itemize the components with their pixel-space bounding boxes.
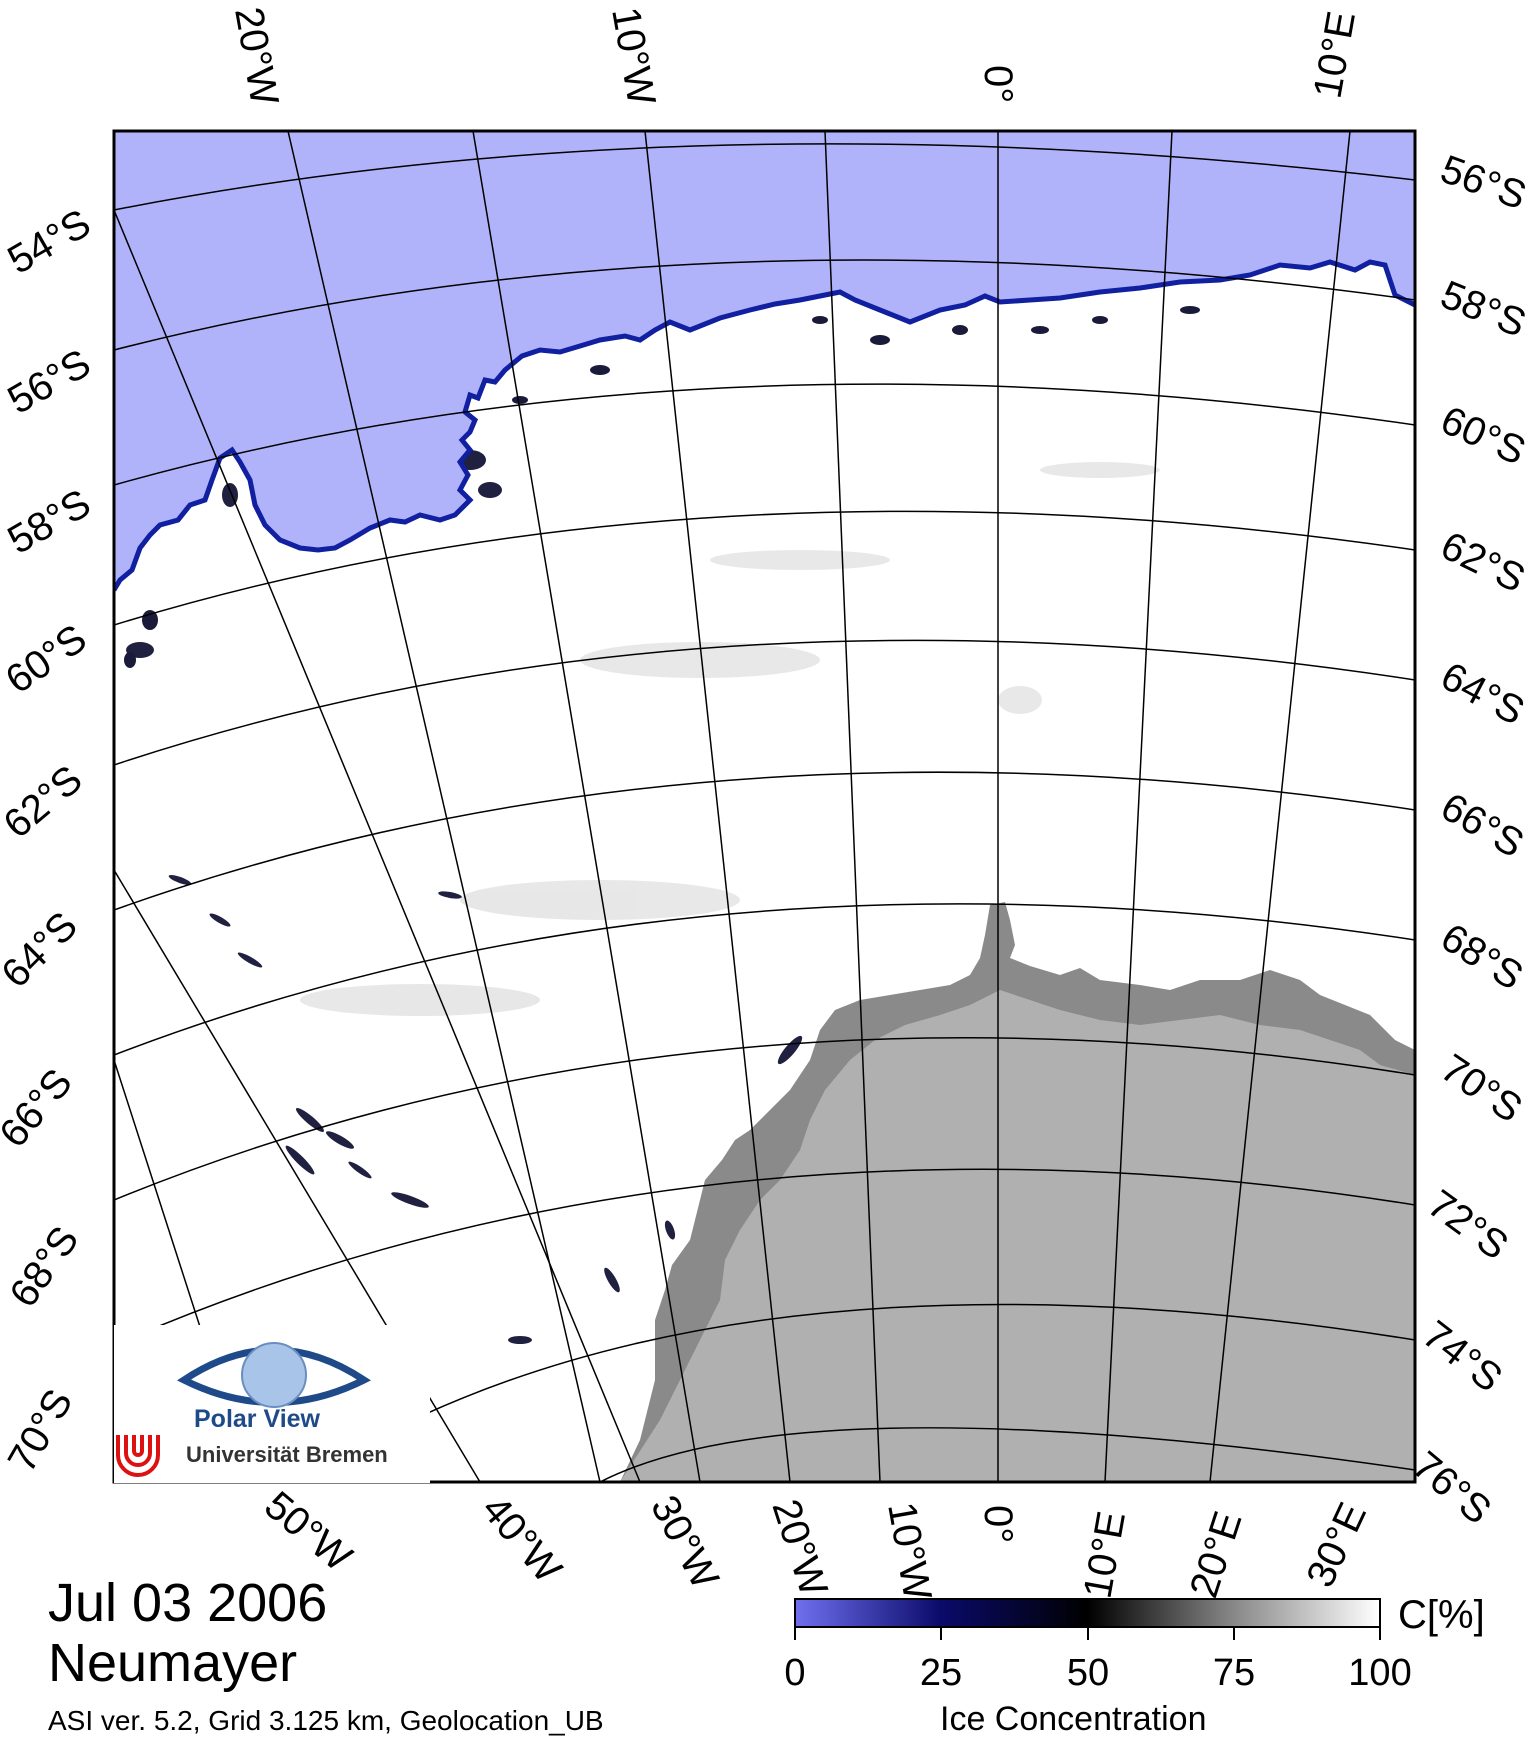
right-lat-label: 72°S <box>1420 1182 1516 1269</box>
bottom-lon-label: 50°W <box>256 1483 360 1580</box>
colorbar-tick-label: 50 <box>1066 1652 1110 1694</box>
ice-edge-line <box>114 259 1415 592</box>
colorbar-ticks <box>794 1627 1381 1640</box>
logo-graphics <box>116 1342 371 1477</box>
left-lat-label: 54°S <box>1 201 98 283</box>
right-lat-label: 66°S <box>1434 785 1531 867</box>
left-lat-label: 58°S <box>1 481 98 563</box>
logo-institution: Universität Bremen <box>186 1442 388 1467</box>
product-info: ASI ver. 5.2, Grid 3.125 km, Geolocation… <box>48 1705 604 1736</box>
right-lat-label: 64°S <box>1434 654 1532 734</box>
top-lon-label: 0° <box>976 65 1020 103</box>
colorbar <box>794 1598 1381 1628</box>
uni-bremen-emblem-icon <box>116 1435 160 1477</box>
eye-globe-iris <box>241 1342 307 1408</box>
polar-view-logo: Polar View Universität Bremen <box>114 1325 430 1483</box>
bottom-lon-label: 30°E <box>1298 1496 1375 1594</box>
left-lat-label: 56°S <box>1 341 98 423</box>
bottom-lon-label: 20°E <box>1182 1506 1251 1603</box>
bottom-lon-label: 20°W <box>763 1494 835 1601</box>
bottom-lon-label: 30°W <box>642 1489 727 1597</box>
colorbar-title: Ice Concentration <box>940 1700 1207 1738</box>
bottom-longitude-labels: 50°W 40°W 30°W 20°W 10°W 0° 10°E 20°E 30… <box>256 1483 1375 1603</box>
map-frame <box>112 129 1417 1484</box>
top-lon-label: 10°W <box>603 4 663 109</box>
right-lat-label: 58°S <box>1435 273 1532 346</box>
left-latitude-labels: 54°S 56°S 58°S 60°S 62°S 64°S 66°S 68°S … <box>0 201 98 1479</box>
region-name: Neumayer <box>48 1633 298 1693</box>
open-water <box>114 131 1415 590</box>
bottom-lon-label: 10°E <box>1076 1508 1134 1601</box>
right-lat-label: 60°S <box>1434 398 1532 474</box>
bottom-lon-label: 0° <box>976 1505 1020 1543</box>
right-lat-label: 68°S <box>1433 915 1530 999</box>
top-lon-label: 10°E <box>1306 8 1364 101</box>
left-lat-label: 64°S <box>0 904 86 997</box>
map-date: Jul 03 2006 <box>48 1573 328 1633</box>
right-lat-label: 56°S <box>1435 147 1532 218</box>
top-longitude-labels: 20°W 10°W 0° 10°E <box>226 4 1364 109</box>
colorbar-tick-label: 75 <box>1212 1652 1256 1694</box>
bottom-lon-label: 40°W <box>473 1488 570 1592</box>
left-lat-label: 66°S <box>0 1061 81 1156</box>
colorbar-tick-label: 25 <box>919 1652 963 1694</box>
colorbar-unit: C[%] <box>1398 1593 1485 1637</box>
left-lat-label: 62°S <box>0 757 91 847</box>
land-area <box>620 990 1415 1482</box>
left-lat-label: 70°S <box>0 1382 81 1479</box>
bottom-lon-label: 10°W <box>879 1499 939 1604</box>
left-lat-label: 68°S <box>1 1219 87 1316</box>
edge-floes <box>124 306 1200 668</box>
right-lat-label: 70°S <box>1433 1046 1530 1131</box>
right-lat-label: 76°S <box>1404 1443 1499 1533</box>
logo-name: Polar View <box>194 1405 320 1433</box>
left-lat-label: 60°S <box>0 616 95 702</box>
ice-texture <box>300 462 1160 1016</box>
top-lon-label: 20°W <box>226 4 286 109</box>
right-latitude-labels: 56°S 58°S 60°S 62°S 64°S 66°S 68°S 70°S … <box>1404 147 1532 1533</box>
colorbar-tick-label: 0 <box>784 1652 806 1694</box>
eye-globe-icon <box>177 1346 371 1406</box>
right-lat-label: 74°S <box>1414 1312 1510 1400</box>
right-lat-label: 62°S <box>1434 524 1532 602</box>
colorbar-tick-label: 100 <box>1348 1652 1412 1694</box>
